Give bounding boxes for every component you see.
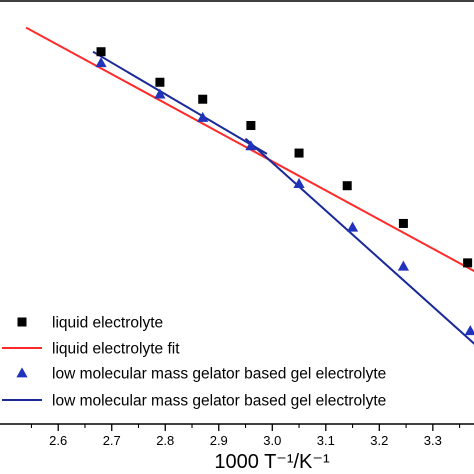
x-tick-label: 3.1 xyxy=(317,433,335,448)
legend-label: low molecular mass gelator based gel ele… xyxy=(52,393,386,410)
axes: 2.6 2.7 2.8 2.9 3.0 3.1 3.2 3.3 xyxy=(0,0,474,448)
legend-label: low molecular mass gelator based gel ele… xyxy=(52,366,386,383)
x-tick-label: 3.3 xyxy=(424,433,442,448)
legend-label: liquid electrolyte xyxy=(52,315,163,332)
gel-electrolyte-point xyxy=(245,140,257,151)
gel-electrolyte-point xyxy=(154,88,166,99)
gel-electrolyte-point xyxy=(464,325,474,336)
liquid-electrolyte-point xyxy=(398,218,408,228)
x-tick-label: 3.2 xyxy=(370,433,388,448)
plot-area xyxy=(25,26,474,345)
gel-electrolyte-point xyxy=(397,260,410,271)
fit-line-2 xyxy=(92,50,268,155)
liquid-electrolyte-point xyxy=(463,258,473,268)
x-tick-label: 2.8 xyxy=(156,433,174,448)
gel-electrolyte-point xyxy=(293,177,305,188)
x-tick-label: 2.9 xyxy=(210,433,228,448)
liquid-electrolyte-point xyxy=(155,77,165,87)
x-tick-label: 2.7 xyxy=(103,433,121,448)
legend-label: liquid electrolyte fit xyxy=(52,341,180,358)
x-tick-label: 3.0 xyxy=(263,433,281,448)
gel-electrolyte-point xyxy=(346,221,359,232)
legend-triangle-symbol xyxy=(16,367,28,378)
liquid-electrolyte-point xyxy=(294,148,304,158)
liquid-electrolyte-point xyxy=(96,47,106,57)
fit-line-3 xyxy=(244,137,474,345)
gel-electrolyte-point xyxy=(197,111,209,122)
legend-square-symbol xyxy=(17,317,27,327)
x-tick-label: 2.6 xyxy=(49,433,67,448)
legend: liquid electrolyte liquid electrolyte fit… xyxy=(2,315,386,410)
fit-line-1 xyxy=(25,26,474,273)
x-axis-title: 1000 T⁻¹/K⁻¹ xyxy=(214,451,330,473)
liquid-electrolyte-point xyxy=(246,121,256,131)
liquid-electrolyte-point xyxy=(342,181,352,191)
axis-labels: 1000 T⁻¹/K⁻¹ xyxy=(214,451,330,473)
liquid-electrolyte-point xyxy=(198,94,208,104)
gel-electrolyte-point xyxy=(95,57,107,68)
